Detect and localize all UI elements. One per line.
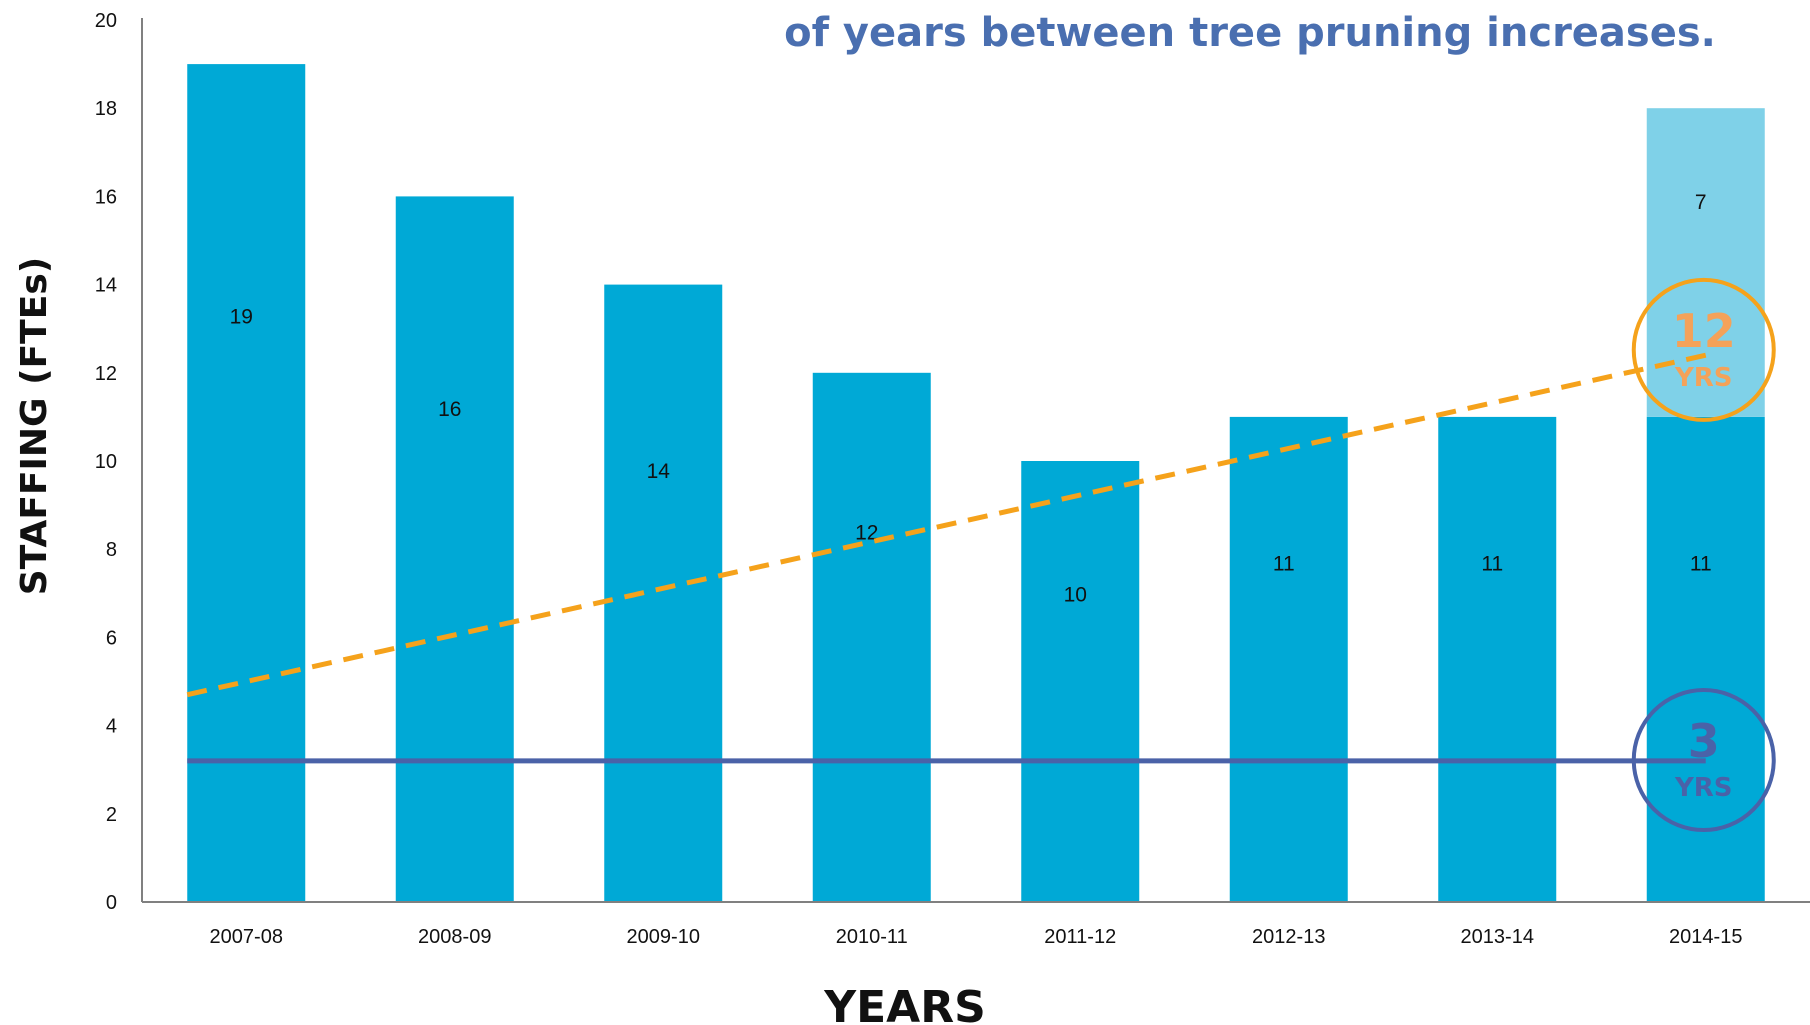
y-tick-label: 4 [106, 716, 117, 738]
badge-value: 12 [1672, 304, 1736, 358]
data-labels-layer: 19 16 14 12 10 11 11 11 7 [230, 191, 1712, 606]
x-tick-label: 2009-10 [627, 926, 700, 948]
data-label: 14 [647, 460, 671, 483]
y-tick-label: 2 [106, 804, 117, 826]
badge-unit: YRS [1674, 363, 1733, 393]
dashed-trend-line [186, 352, 1707, 698]
bar-2012-13 [1229, 416, 1348, 902]
bar-2008-09 [395, 196, 514, 902]
badge-circle [1631, 688, 1776, 833]
y-tick-label: 0 [106, 892, 117, 914]
badge-unit: YRS [1674, 773, 1733, 803]
bar-2013-14 [1438, 416, 1557, 902]
bars-layer [187, 64, 1765, 903]
x-tick-label: 2014-15 [1669, 926, 1742, 948]
x-tick-label: 2008-09 [418, 926, 491, 948]
data-label: 7 [1695, 191, 1707, 214]
y-axis-title: STAFFING (FTEs) [14, 257, 55, 595]
y-tick-label: 18 [95, 98, 117, 120]
y-tick-label: 20 [95, 10, 117, 32]
x-tick-label: 2007-08 [210, 926, 283, 948]
y-tick-label: 14 [95, 275, 117, 297]
y-tick-label: 6 [106, 627, 117, 649]
data-label: 10 [1064, 583, 1087, 606]
data-label: 11 [1481, 552, 1503, 575]
data-label: 11 [1273, 552, 1295, 575]
bar-2007-08 [187, 64, 306, 903]
badge-circle [1631, 277, 1776, 422]
y-tick-label: 16 [95, 186, 117, 208]
trend-lines-layer [186, 352, 1707, 764]
chart-title: of years between tree pruning increases. [784, 10, 1716, 56]
y-tick-label: 12 [95, 363, 117, 385]
x-tick-label: 2013-14 [1461, 926, 1534, 948]
y-tick-label: 8 [106, 539, 117, 561]
badge-value: 3 [1688, 714, 1720, 768]
data-label: 12 [855, 522, 878, 545]
bar-2010-11 [812, 372, 931, 902]
bar-2011-12 [1021, 461, 1140, 902]
x-tick-label: 2010-11 [836, 926, 908, 948]
x-axis-title: YEARS [823, 982, 986, 1025]
bar-2009-10 [604, 284, 723, 903]
badges-layer: 12 YRS 3 YRS [1631, 277, 1776, 833]
data-label: 11 [1690, 552, 1712, 575]
x-tick-label: 2011-12 [1044, 926, 1116, 948]
y-tick-label: 10 [95, 451, 117, 473]
axes-layer: 0 2 4 6 8 10 12 14 16 18 20 2007-08 2008-09 2009-10 20… [95, 10, 1810, 948]
data-label: 19 [230, 305, 253, 328]
x-tick-label: 2012-13 [1252, 926, 1325, 948]
data-label: 16 [438, 398, 461, 421]
